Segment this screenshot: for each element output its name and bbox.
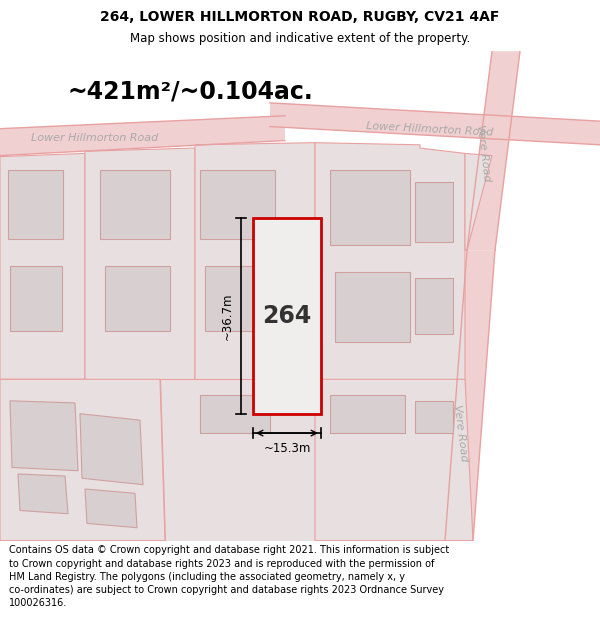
Bar xyxy=(330,396,405,433)
Bar xyxy=(415,182,453,242)
Polygon shape xyxy=(85,489,137,528)
Bar xyxy=(415,401,453,433)
Text: ~15.3m: ~15.3m xyxy=(263,442,311,454)
Polygon shape xyxy=(445,250,495,541)
Polygon shape xyxy=(160,379,315,541)
Text: ~36.7m: ~36.7m xyxy=(221,292,234,339)
Bar xyxy=(100,169,170,239)
Polygon shape xyxy=(10,401,78,471)
Bar xyxy=(415,278,453,334)
Polygon shape xyxy=(315,379,473,541)
Text: Lower Hillmorton Road: Lower Hillmorton Road xyxy=(366,121,494,138)
Text: Lower Hillmorton Road: Lower Hillmorton Road xyxy=(31,133,158,143)
Polygon shape xyxy=(85,148,195,411)
Bar xyxy=(10,266,62,331)
Polygon shape xyxy=(195,142,315,423)
Text: 264, LOWER HILLMORTON ROAD, RUGBY, CV21 4AF: 264, LOWER HILLMORTON ROAD, RUGBY, CV21 … xyxy=(100,10,500,24)
Bar xyxy=(330,169,410,245)
Text: Contains OS data © Crown copyright and database right 2021. This information is : Contains OS data © Crown copyright and d… xyxy=(9,545,449,608)
Polygon shape xyxy=(18,474,68,514)
Bar xyxy=(205,266,275,331)
Bar xyxy=(200,396,270,433)
Bar xyxy=(253,218,321,414)
Polygon shape xyxy=(0,379,165,541)
Polygon shape xyxy=(0,116,285,156)
Bar xyxy=(105,266,170,331)
Text: 264: 264 xyxy=(262,304,311,328)
Text: Vere Road: Vere Road xyxy=(452,404,469,462)
Text: Vere Road: Vere Road xyxy=(475,124,491,182)
Polygon shape xyxy=(0,153,85,379)
Text: ~421m²/~0.104ac.: ~421m²/~0.104ac. xyxy=(67,79,313,103)
Polygon shape xyxy=(315,142,465,423)
Bar xyxy=(335,272,410,342)
Bar xyxy=(8,169,63,239)
Polygon shape xyxy=(80,414,143,485)
Bar xyxy=(200,169,275,239)
Polygon shape xyxy=(465,153,492,250)
Polygon shape xyxy=(270,103,600,145)
Text: Map shows position and indicative extent of the property.: Map shows position and indicative extent… xyxy=(130,32,470,45)
Polygon shape xyxy=(467,51,520,250)
